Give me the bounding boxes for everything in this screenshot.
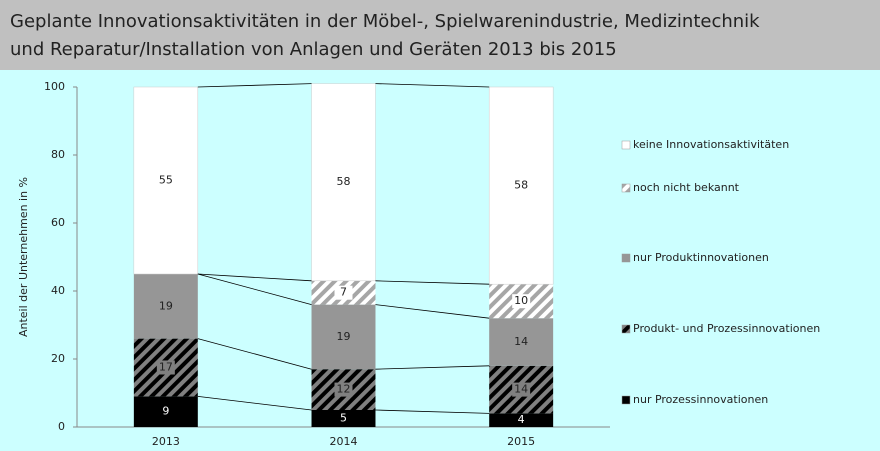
legend-label: noch nicht bekannt — [633, 181, 740, 194]
series-line — [197, 273, 312, 282]
legend-swatch — [621, 253, 631, 263]
data-label: 58 — [514, 179, 528, 192]
bar-segment — [133, 274, 198, 339]
y-axis-label: Anteil der Unternehmen in % — [17, 177, 30, 337]
data-label: 19 — [159, 299, 173, 312]
legend-label: nur Prozessinnovationen — [633, 393, 768, 406]
legend-label: Produkt- und Prozessinnovationen — [633, 322, 820, 335]
series-line — [375, 304, 490, 319]
data-label: 14 — [514, 335, 528, 348]
bar-segment — [311, 83, 376, 282]
label-bg — [334, 382, 353, 397]
bar-segment — [133, 86, 199, 275]
legend-swatch — [621, 140, 631, 150]
title-line: Geplante Innovationsaktivitäten in der M… — [10, 11, 760, 32]
y-tick-label: 40 — [51, 284, 65, 297]
data-label: 17 — [159, 361, 173, 374]
series-line — [197, 83, 312, 88]
x-tick-label: 2014 — [330, 435, 358, 448]
chart-title: Geplante Innovationsaktivitäten in der M… — [0, 0, 880, 70]
data-label: 55 — [159, 174, 173, 187]
data-label: 5 — [340, 412, 347, 425]
series-line — [375, 365, 490, 370]
legend-swatch — [621, 183, 631, 193]
x-tick-label: 2015 — [507, 435, 535, 448]
x-tick-label: 2013 — [152, 435, 180, 448]
data-label: 58 — [337, 175, 351, 188]
data-label: 7 — [340, 286, 347, 299]
data-label: 10 — [514, 294, 528, 307]
y-tick-label: 60 — [51, 216, 65, 229]
y-tick-label: 0 — [58, 420, 65, 433]
series-line — [197, 273, 312, 305]
series-line — [197, 338, 312, 370]
bar-segment — [311, 304, 376, 370]
data-label: 4 — [518, 413, 525, 426]
bar-segment — [489, 318, 554, 366]
bar-segment — [489, 413, 554, 427]
legend-swatch — [621, 395, 631, 405]
label-bg — [156, 360, 175, 375]
data-label: 14 — [514, 383, 528, 396]
data-label: 9 — [162, 405, 169, 418]
series-line — [375, 83, 490, 88]
bar-segment — [311, 410, 376, 427]
label-bg — [512, 382, 531, 397]
legend-swatch — [621, 324, 631, 334]
data-label: 19 — [337, 330, 351, 343]
y-tick-label: 80 — [51, 148, 65, 161]
y-tick-label: 20 — [51, 352, 65, 365]
series-line — [197, 396, 312, 411]
title-line: und Reparatur/Installation von Anlagen u… — [10, 39, 617, 60]
y-tick-label: 100 — [44, 80, 65, 93]
bar-segment — [133, 396, 198, 427]
data-label: 12 — [337, 383, 351, 396]
label-bg — [334, 285, 353, 300]
label-bg — [512, 294, 531, 309]
legend-label: nur Produktinnovationen — [633, 251, 769, 264]
bar-segment — [488, 86, 554, 285]
legend-label: keine Innovationsaktivitäten — [633, 138, 789, 151]
series-line — [375, 280, 490, 285]
chart: Anteil der Unternehmen in % 0 20 40 60 80 100… — [17, 80, 820, 448]
series-line — [375, 409, 490, 414]
